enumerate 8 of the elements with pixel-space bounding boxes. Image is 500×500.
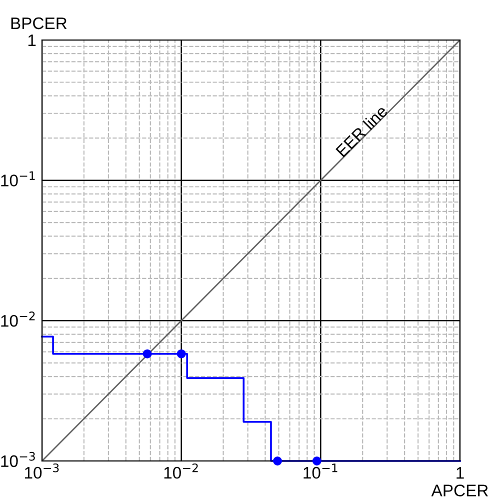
y-tick-label: 1 (28, 34, 36, 46)
x-axis-title: APCER (431, 484, 488, 496)
x-tick-label: 10$^{−1}$ (304, 464, 338, 479)
x-tick-label: 10$^{−2}$ (164, 463, 198, 479)
x-tick-label: 1 (456, 467, 464, 479)
y-tick-label: 10$^{−2}$ (1, 312, 35, 327)
y-tick-label: 10$^{−1}$ (1, 171, 35, 186)
y-axis-title: BPCER (11, 17, 67, 30)
